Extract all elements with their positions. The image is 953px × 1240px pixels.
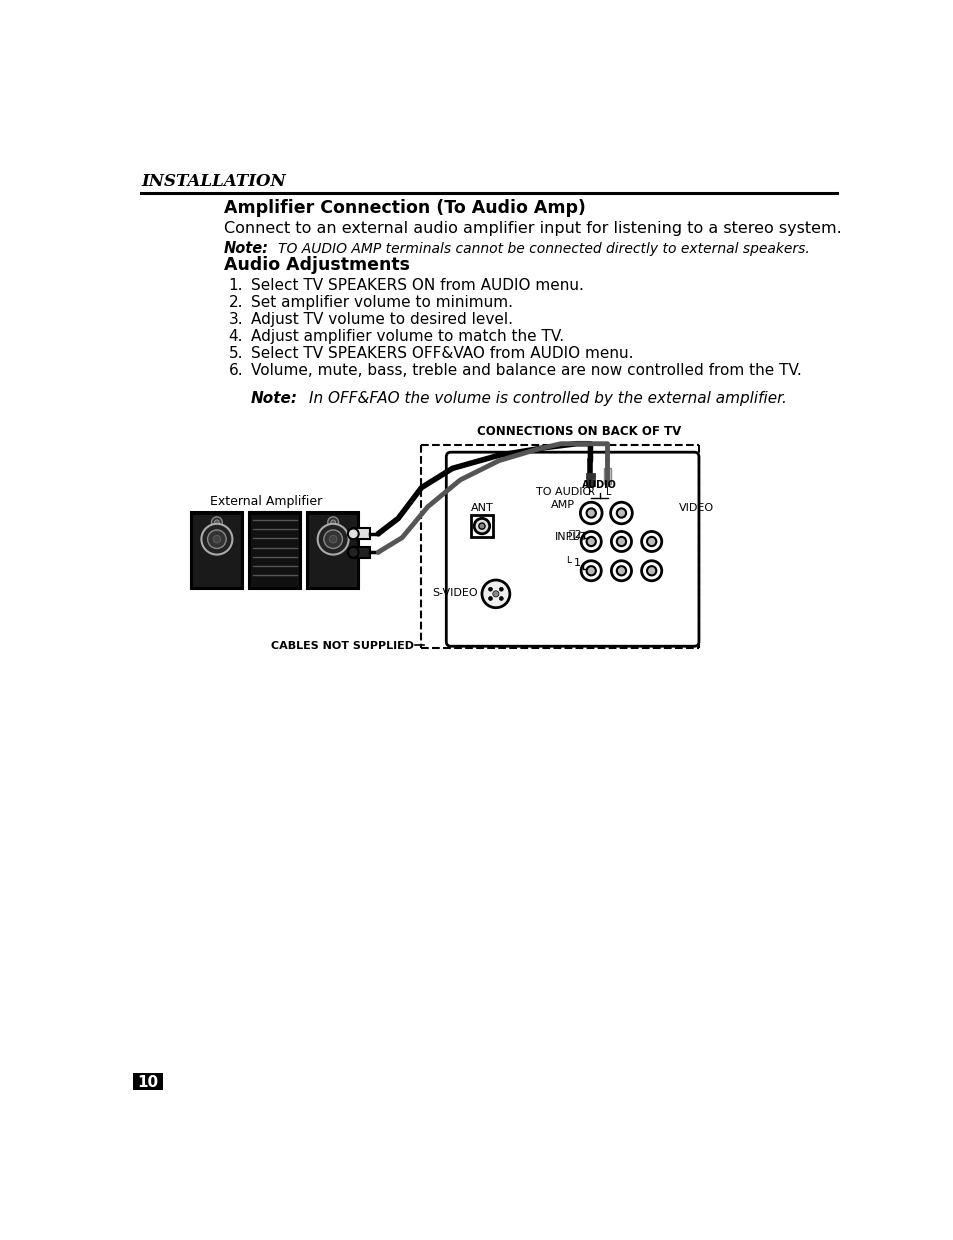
Circle shape: [212, 517, 222, 528]
Circle shape: [474, 518, 489, 533]
Text: 5.: 5.: [229, 346, 243, 361]
Text: Note:: Note:: [251, 391, 297, 405]
Circle shape: [641, 532, 661, 552]
Circle shape: [580, 532, 600, 552]
Text: 1.: 1.: [229, 279, 243, 294]
Circle shape: [328, 517, 338, 528]
Text: External Amplifier: External Amplifier: [211, 495, 322, 507]
Text: AUDIO: AUDIO: [581, 480, 616, 490]
Text: Select TV SPEAKERS OFF&VAO from AUDIO menu.: Select TV SPEAKERS OFF&VAO from AUDIO me…: [251, 346, 633, 361]
Bar: [604, 469, 610, 484]
Bar: [193, 515, 241, 587]
Bar: [191, 512, 243, 589]
Text: 4.: 4.: [229, 330, 243, 345]
Circle shape: [481, 580, 509, 608]
Bar: [133, 1073, 162, 1090]
Text: 10: 10: [137, 1075, 158, 1090]
Circle shape: [331, 520, 335, 525]
Text: Amplifier Connection (To Audio Amp): Amplifier Connection (To Audio Amp): [224, 200, 585, 217]
Bar: [471, 516, 493, 537]
Circle shape: [641, 560, 661, 580]
Text: L: L: [605, 487, 610, 497]
Bar: [307, 512, 359, 589]
Circle shape: [617, 567, 625, 575]
Circle shape: [611, 560, 631, 580]
Circle shape: [329, 536, 336, 543]
Text: Adjust TV volume to desired level.: Adjust TV volume to desired level.: [251, 312, 513, 327]
Circle shape: [611, 532, 631, 552]
Text: Select TV SPEAKERS ON from AUDIO menu.: Select TV SPEAKERS ON from AUDIO menu.: [251, 279, 583, 294]
Circle shape: [478, 523, 484, 529]
Circle shape: [498, 596, 503, 600]
Circle shape: [646, 537, 656, 546]
Bar: [249, 512, 301, 589]
Circle shape: [493, 590, 498, 596]
Text: R: R: [587, 487, 594, 497]
Circle shape: [214, 520, 219, 525]
Text: ⌔2: ⌔2: [568, 529, 582, 539]
Circle shape: [617, 537, 625, 546]
Text: VIDEO: VIDEO: [679, 502, 713, 512]
Text: 3.: 3.: [229, 312, 243, 327]
Text: └ 1: └ 1: [564, 558, 580, 568]
Circle shape: [579, 502, 601, 523]
Text: Audio Adjustments: Audio Adjustments: [224, 257, 410, 274]
Text: TO AUDIO AMP terminals cannot be connected directly to external speakers.: TO AUDIO AMP terminals cannot be connect…: [278, 242, 809, 255]
Circle shape: [208, 529, 226, 548]
Circle shape: [323, 529, 342, 548]
Text: 2.: 2.: [229, 295, 243, 310]
Circle shape: [646, 567, 656, 575]
Bar: [309, 515, 356, 587]
Circle shape: [586, 537, 596, 546]
Text: INSTALLATION: INSTALLATION: [141, 172, 285, 190]
Circle shape: [610, 502, 632, 523]
Circle shape: [580, 560, 600, 580]
Text: Connect to an external audio amplifier input for listening to a stereo system.: Connect to an external audio amplifier i…: [224, 222, 841, 237]
Text: Note:: Note:: [224, 241, 269, 255]
Text: CONNECTIONS ON BACK OF TV: CONNECTIONS ON BACK OF TV: [476, 425, 681, 438]
Text: ANT: ANT: [470, 502, 493, 512]
Circle shape: [586, 567, 596, 575]
Bar: [353, 547, 370, 558]
Circle shape: [617, 508, 625, 517]
Text: TO AUDIO
AMP: TO AUDIO AMP: [536, 487, 590, 511]
Bar: [251, 515, 298, 587]
Text: 6.: 6.: [229, 363, 243, 378]
Text: INPUT: INPUT: [555, 532, 588, 542]
Circle shape: [317, 523, 348, 554]
Bar: [353, 528, 370, 539]
Circle shape: [498, 588, 503, 591]
Circle shape: [488, 596, 492, 600]
Circle shape: [348, 547, 358, 558]
Circle shape: [488, 588, 492, 591]
Circle shape: [586, 508, 596, 517]
Text: CABLES NOT SUPPLIED: CABLES NOT SUPPLIED: [271, 641, 414, 651]
Circle shape: [201, 523, 233, 554]
FancyBboxPatch shape: [446, 453, 699, 646]
Text: In OFF&FAO the volume is controlled by the external amplifier.: In OFF&FAO the volume is controlled by t…: [309, 391, 786, 405]
Text: S-VIDEO: S-VIDEO: [432, 588, 477, 598]
Text: Adjust amplifier volume to match the TV.: Adjust amplifier volume to match the TV.: [251, 330, 563, 345]
Circle shape: [213, 536, 220, 543]
Text: Volume, mute, bass, treble and balance are now controlled from the TV.: Volume, mute, bass, treble and balance a…: [251, 363, 801, 378]
Circle shape: [348, 528, 358, 539]
Text: Set amplifier volume to minimum.: Set amplifier volume to minimum.: [251, 295, 513, 310]
